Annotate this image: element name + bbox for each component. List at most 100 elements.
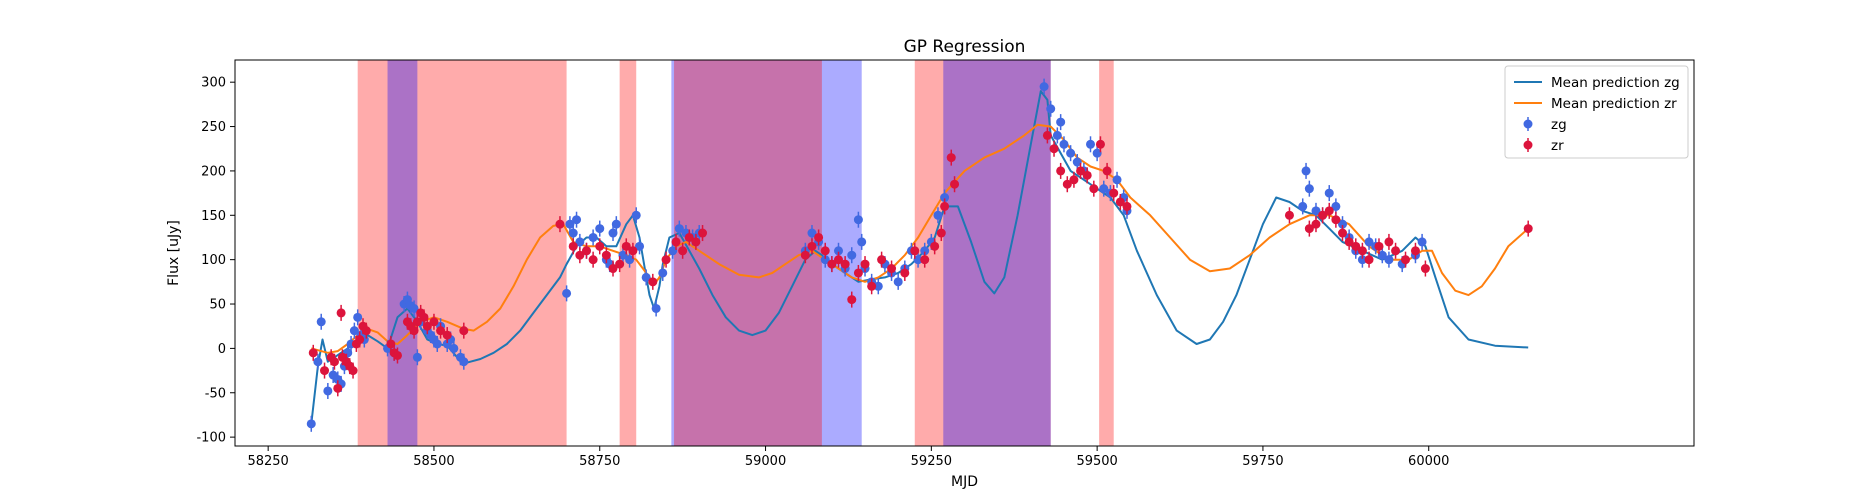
data-point-zg-50 [658,268,668,278]
data-point-zg-25 [432,339,442,349]
data-point-zg-105 [1364,237,1374,247]
x-tick-label: 59250 [911,454,952,469]
data-point-zg-79 [1039,82,1049,92]
data-point-zr-79 [1122,201,1132,211]
data-point-zr-83 [1318,210,1328,220]
data-point-zr-42 [678,246,688,256]
y-tick-label: 0 [218,342,226,357]
y-tick-label: 200 [201,164,226,179]
data-point-zr-50 [827,259,837,269]
data-point-zr-55 [860,259,870,269]
data-point-zr-74 [1089,184,1099,194]
data-point-zg-47 [635,241,645,251]
x-tick-label: 59750 [1242,454,1283,469]
data-point-zr-40 [661,255,671,265]
data-point-zr-16 [392,350,402,360]
data-point-zg-49 [651,303,661,313]
data-point-zg-111 [1417,237,1427,247]
y-tick-label: 300 [201,76,226,91]
data-point-zg-3 [323,386,333,396]
scatter-points [306,78,1533,432]
chart-title: GP Regression [904,37,1026,57]
data-point-zr-30 [575,250,585,260]
data-point-zr-38 [628,246,638,256]
data-point-zr-59 [900,268,910,278]
y-axis-ticks: -100 -50 0 50 100 150 200 250 300 [196,76,235,446]
data-point-zg-63 [847,250,857,260]
y-axis-label: Flux [uJy] [166,220,182,286]
shaded-region-zg-7 [943,60,1051,446]
data-point-zr-96 [1420,264,1430,274]
data-point-zr-5 [336,308,346,318]
data-point-zg-32 [562,288,572,298]
data-point-zr-67 [1042,130,1052,140]
data-point-zr-61 [920,255,930,265]
data-point-zg-51 [668,246,678,256]
data-point-zr-70 [1062,179,1072,189]
data-point-zg-57 [807,228,817,238]
data-point-zr-41 [671,237,681,247]
data-point-zr-58 [887,264,897,274]
x-axis-ticks: 58250 58500 58750 59000 59250 59500 59750 60000 [247,446,1449,469]
data-point-zg-44 [618,250,628,260]
y-tick-label: 150 [201,209,226,224]
data-point-zg-101 [1338,219,1348,229]
data-point-zr-26 [442,330,452,340]
data-point-zr-66 [950,179,960,189]
data-point-zg-39 [595,224,605,234]
y-tick-label: -100 [196,431,226,446]
data-point-zr-89 [1357,246,1367,256]
data-point-zg-2 [316,317,326,327]
shaded-region-zr-6 [914,60,1051,446]
data-point-zg-29 [449,343,459,353]
data-point-zr-35 [608,264,618,274]
data-point-zr-91 [1374,241,1384,251]
data-point-zg-87 [1086,139,1096,149]
data-point-zg-83 [1059,139,1069,149]
data-point-zr-37 [621,241,631,251]
data-point-zr-88 [1351,241,1361,251]
x-tick-label: 58250 [247,454,288,469]
data-point-zg-19 [409,303,419,313]
data-point-zr-72 [1076,166,1086,176]
data-point-zr-13 [361,326,371,336]
data-point-zr-81 [1304,224,1314,234]
data-point-zg-43 [611,219,621,229]
y-tick-label: 100 [201,253,226,268]
data-point-zr-47 [807,241,817,251]
data-point-zr-11 [355,335,365,345]
data-point-zr-45 [698,228,708,238]
data-point-zg-97 [1311,206,1321,216]
data-point-zr-68 [1049,144,1059,154]
legend-label-zg-points: zg [1551,117,1567,133]
data-point-zr-22 [419,312,429,322]
data-point-zr-20 [412,317,422,327]
data-point-zg-10 [349,326,359,336]
data-point-zr-93 [1391,246,1401,256]
data-point-zr-64 [940,201,950,211]
shaded-regions [357,60,1114,446]
data-point-zg-38 [588,232,598,242]
data-point-zr-29 [568,241,578,251]
data-point-zr-3 [329,357,339,367]
data-point-zg-48 [641,272,651,282]
data-point-zg-95 [1301,166,1311,176]
data-point-zg-81 [1052,130,1062,140]
data-point-zr-49 [820,246,830,256]
data-point-zr-80 [1284,210,1294,220]
data-point-zg-42 [608,228,618,238]
x-tick-label: 59000 [745,454,786,469]
data-point-zr-51 [833,255,843,265]
data-point-zr-97 [1523,224,1533,234]
data-point-zg-77 [933,210,943,220]
legend-box [1504,65,1689,159]
data-point-zr-76 [1102,166,1112,176]
y-tick-label: 250 [201,120,226,135]
data-point-zr-53 [847,295,857,305]
data-point-zg-31 [459,357,469,367]
data-point-zr-95 [1410,246,1420,256]
data-point-zr-57 [877,255,887,265]
data-point-zg-71 [893,277,903,287]
data-point-zr-90 [1364,255,1374,265]
data-point-zg-75 [920,246,930,256]
